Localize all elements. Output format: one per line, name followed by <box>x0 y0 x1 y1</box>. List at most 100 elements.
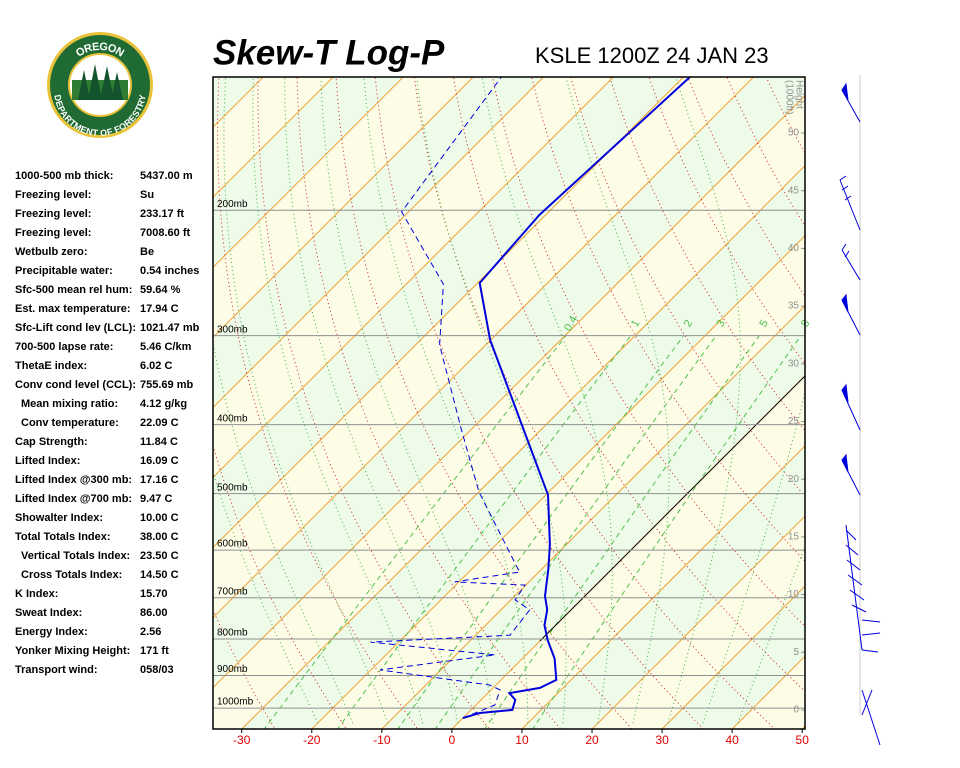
dry-adiabat <box>946 52 960 737</box>
moist-adiabat <box>565 77 670 724</box>
index-label: Lifted Index: <box>15 455 80 467</box>
pressure-label: 300mb <box>217 324 248 335</box>
pressure-label: 1000mb <box>217 697 254 708</box>
pressure-label: 600mb <box>217 539 248 550</box>
index-label: Total Totals Index: <box>15 531 111 543</box>
x-tick-label: 50 <box>796 733 810 747</box>
zero-isotherm <box>539 375 805 642</box>
title: Skew-T Log-P <box>213 33 445 72</box>
index-label: Vertical Totals Index: <box>21 550 130 562</box>
pressure-label: 500mb <box>217 482 248 493</box>
logo: OREGON DEPARTMENT OF FORESTRY <box>47 32 153 138</box>
dry-adiabat <box>374 77 705 729</box>
dry-adiabat <box>832 52 960 737</box>
isotherm-band <box>213 77 805 688</box>
x-tick-label: -10 <box>373 733 391 747</box>
index-value: 86.00 <box>140 607 168 619</box>
height-axis-label: (1000ft) <box>783 80 794 114</box>
mixing-ratio-label: 1 <box>629 318 642 329</box>
moist-adiabat <box>284 77 459 724</box>
index-label: K Index: <box>15 588 58 600</box>
isotherm <box>591 515 805 729</box>
mixing-ratio-line <box>484 335 760 729</box>
index-label: 700-500 lapse rate: <box>15 341 113 353</box>
x-tick-label: 0 <box>449 733 456 747</box>
isotherm <box>864 52 960 737</box>
subtitle: KSLE 1200Z 24 JAN 23 <box>535 43 769 68</box>
index-label: Cap Strength: <box>15 436 88 448</box>
index-label: Showalter Index: <box>15 512 103 524</box>
index-label: Sweat Index: <box>15 607 82 619</box>
index-value: 38.00 C <box>140 531 179 543</box>
index-value: 4.12 g/kg <box>140 398 187 410</box>
plot-area <box>213 52 960 737</box>
index-value: 5.46 C/km <box>140 341 192 353</box>
moist-adiabat <box>223 77 389 724</box>
isotherm <box>311 235 805 729</box>
index-value: Su <box>140 189 154 201</box>
index-value: 9.47 C <box>140 493 172 505</box>
index-label: Freezing level: <box>15 227 91 239</box>
x-tick-label: 20 <box>585 733 599 747</box>
isotherm-band <box>213 95 805 729</box>
height-axis-label: Height <box>793 80 804 109</box>
moist-adiabat <box>363 77 529 724</box>
isotherm <box>213 77 405 269</box>
index-value: Be <box>140 246 154 258</box>
index-value: 23.50 C <box>140 550 179 562</box>
index-label: Energy Index: <box>15 626 88 638</box>
plot-frame <box>212 76 806 730</box>
mixing-ratio-label: 2 <box>682 318 695 329</box>
plot-overlay: 0.4 1 2 3 5 8200mb300mb400mb500mb600mb700mb80… <box>217 80 812 716</box>
isotherm-band <box>864 52 960 737</box>
index-value: 058/03 <box>140 664 174 676</box>
index-label: Freezing level: <box>15 208 91 220</box>
index-value: 1021.47 mb <box>140 322 200 334</box>
isotherm <box>213 77 475 339</box>
dry-adiabat <box>804 77 805 78</box>
height-tick-label: 45 <box>788 185 800 196</box>
index-label: Transport wind: <box>15 664 98 676</box>
height-tick-label: 5 <box>793 647 799 658</box>
isotherm <box>213 94 805 689</box>
height-tick-label: 40 <box>788 243 800 254</box>
isotherm <box>381 305 805 729</box>
index-label: Mean mixing ratio: <box>21 398 118 410</box>
index-value: 17.94 C <box>140 303 179 315</box>
moist-adiabat <box>702 390 805 724</box>
isotherm <box>934 52 960 737</box>
mixing-ratio-line <box>532 335 802 729</box>
pressure-label: 900mb <box>217 664 248 675</box>
index-value: 2.56 <box>140 626 161 638</box>
index-label: Sfc-500 mean rel hum: <box>15 284 132 296</box>
temperature-line <box>462 77 691 720</box>
index-label: Yonker Mixing Height: <box>15 645 130 657</box>
dry-adiabat <box>213 443 348 729</box>
height-tick-label: 10 <box>788 589 800 600</box>
mixing-ratio-label: 3 <box>714 318 727 329</box>
index-label: Conv cond level (CCL): <box>15 379 136 391</box>
isotherm <box>661 585 805 729</box>
isotherm <box>521 445 805 729</box>
index-label: Sfc-Lift cond lev (LCL): <box>15 322 136 334</box>
index-value: 5437.00 m <box>140 170 193 182</box>
x-tick-label: 30 <box>655 733 669 747</box>
index-value: 14.50 C <box>140 569 179 581</box>
height-tick-label: 20 <box>788 474 800 485</box>
index-label: Conv temperature: <box>21 417 119 429</box>
index-label: Precipitable water: <box>15 265 113 277</box>
moist-adiabat <box>737 545 805 724</box>
index-value: 171 ft <box>140 645 169 657</box>
pressure-label: 800mb <box>217 628 248 639</box>
index-value: 10.00 C <box>140 512 179 524</box>
index-label: ThetaE index: <box>15 360 87 372</box>
index-value: 59.64 % <box>140 284 181 296</box>
mixing-ratio-label: 5 <box>757 318 770 329</box>
index-label: Lifted Index @300 mb: <box>15 474 132 486</box>
index-value: 15.70 <box>140 588 168 600</box>
isotherm <box>213 77 334 198</box>
wind-barbs <box>839 75 881 746</box>
index-value: 6.02 C <box>140 360 172 372</box>
indices-table: 1000-500 mb thick: 5437.00 m Freezing leve… <box>15 170 200 676</box>
